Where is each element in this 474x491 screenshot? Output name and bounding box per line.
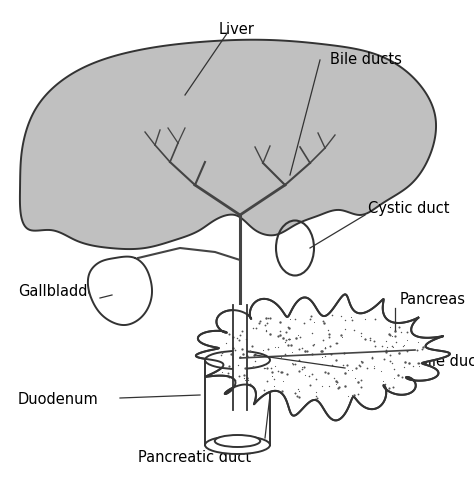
Text: Bile ducts: Bile ducts xyxy=(330,52,402,67)
Ellipse shape xyxy=(215,435,260,447)
Text: Pancreas: Pancreas xyxy=(400,293,466,307)
Text: Pancreatic duct: Pancreatic duct xyxy=(138,450,252,465)
Text: Duodenum: Duodenum xyxy=(18,392,99,408)
Polygon shape xyxy=(196,295,450,420)
Polygon shape xyxy=(233,305,247,410)
Polygon shape xyxy=(20,40,436,249)
Text: Gallbladder: Gallbladder xyxy=(18,284,103,300)
Ellipse shape xyxy=(205,351,270,369)
Text: Cystic duct: Cystic duct xyxy=(368,200,449,216)
Ellipse shape xyxy=(205,436,270,454)
Text: Common bile duct: Common bile duct xyxy=(348,355,474,370)
Polygon shape xyxy=(88,257,152,325)
Text: Liver: Liver xyxy=(219,22,255,37)
Polygon shape xyxy=(205,360,270,445)
